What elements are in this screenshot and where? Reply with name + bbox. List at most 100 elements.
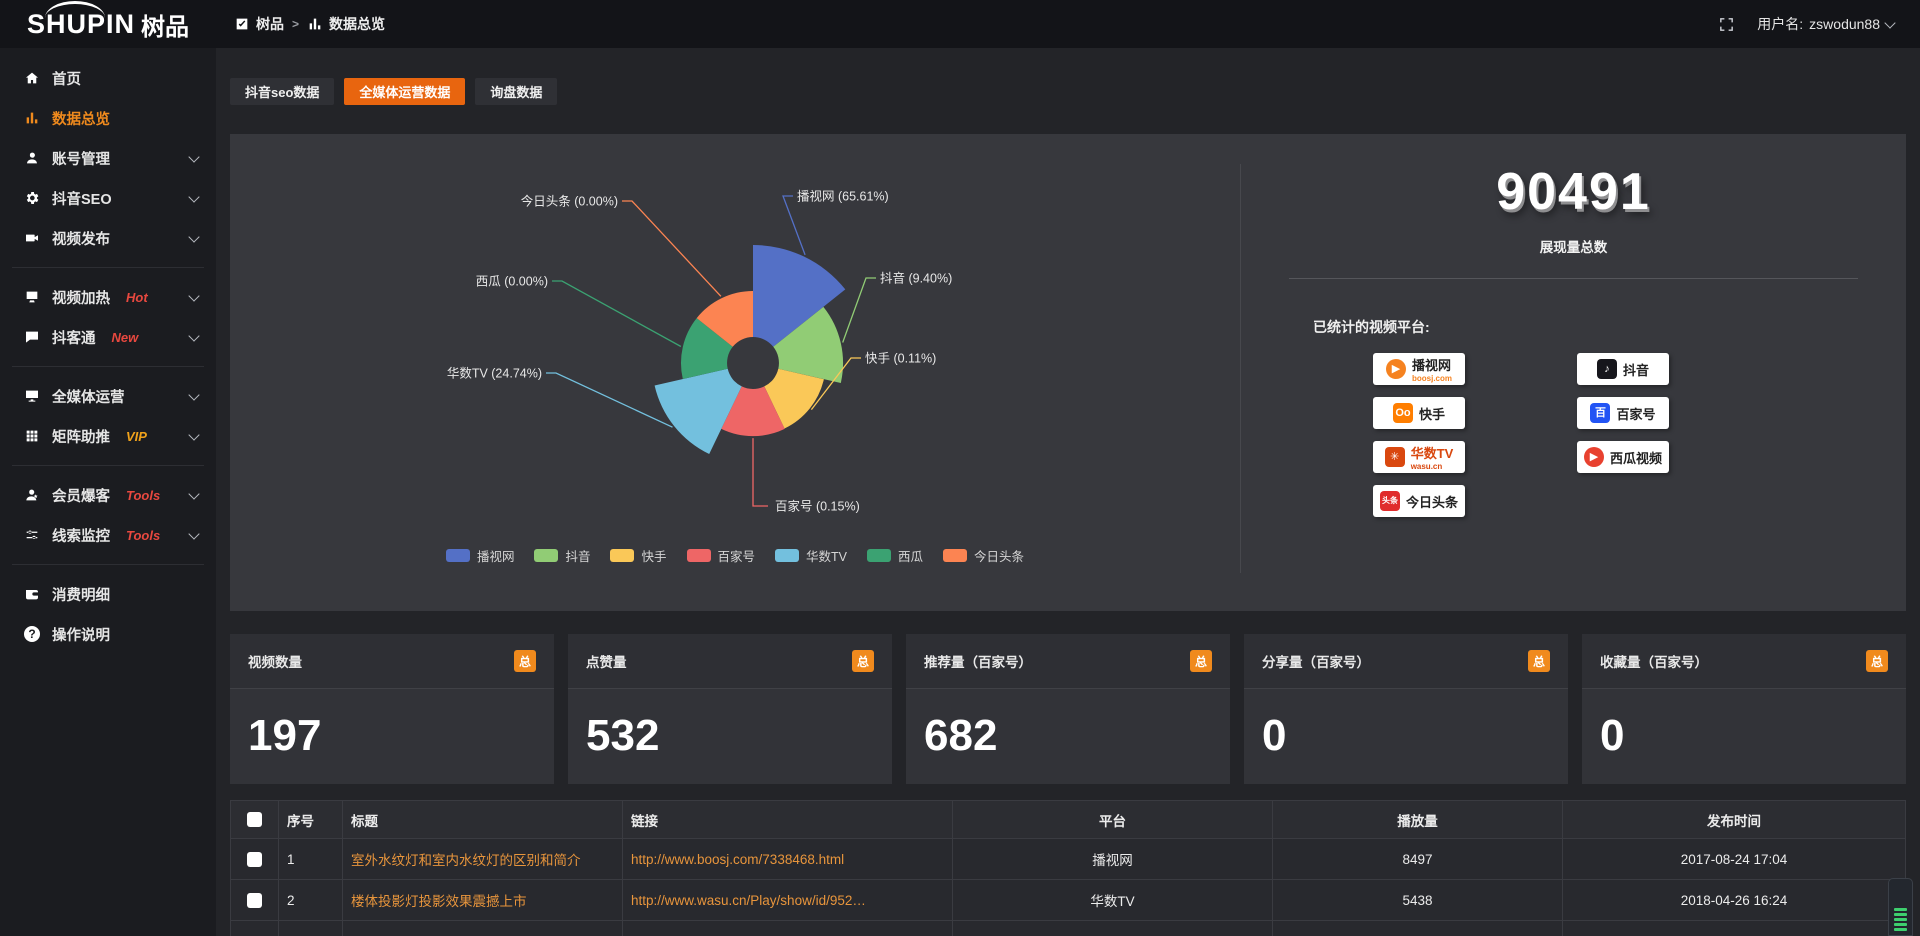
sidebar-item-线索监控[interactable]: 线索监控 Tools [0, 515, 216, 555]
table-row: 2 楼体投影灯投影效果震撼上市 http://www.wasu.cn/Play/sh… [230, 879, 1906, 921]
sidebar-item-抖音SEO[interactable]: 抖音SEO [0, 178, 216, 218]
播视网-logo-icon: ▶ [1385, 359, 1406, 379]
legend-item-西瓜[interactable]: 西瓜 [867, 546, 923, 565]
summary-section: 90491 展现量总数 已统计的视频平台: ▶ 播视网 boosj.com Oo 快手 ✳… [1241, 134, 1906, 611]
total-badge[interactable]: 总 [514, 650, 536, 672]
total-impressions-value: 90491 [1496, 163, 1651, 221]
video-table: 序号 标题 链接 平台 播放量 发布时间 1 室外水纹灯和室内水纹灯的区别和简介 http:/… [230, 800, 1906, 936]
checkbox-cell [230, 879, 279, 921]
platform-badge-今日头条: 头条 今日头条 [1373, 485, 1465, 517]
cell-link[interactable]: http://www.boosj.com/7338468.html [622, 838, 953, 880]
platform-sub: wasu.cn [1410, 462, 1443, 471]
pie-slice-播视网[interactable] [753, 244, 846, 347]
legend-item-快手[interactable]: 快手 [610, 546, 667, 565]
sidebar-item-视频发布[interactable]: 视频发布 [0, 218, 216, 258]
sidebar-item-矩阵助推[interactable]: 矩阵助推 VIP [0, 416, 216, 456]
widget-bar [1894, 913, 1907, 916]
sidebar-item-label: 抖音SEO [52, 191, 112, 208]
platform-column: ♪ 抖音百百家号 ▶ 西瓜视频 [1577, 353, 1669, 517]
legend-label: 今日头条 [974, 550, 1025, 564]
cell-title[interactable]: 室外水纹灯和室内水纹灯的区别和简介 [342, 838, 623, 880]
legend-item-今日头条[interactable]: 今日头条 [943, 546, 1024, 565]
pie-slice-百家号[interactable] [721, 386, 785, 437]
sidebar-item-全媒体运营[interactable]: 全媒体运营 [0, 376, 216, 416]
sidebar-item-label: 线索监控 [52, 528, 110, 545]
stat-card-header: 视频数量 总 [230, 634, 554, 689]
empty-cell [342, 920, 623, 936]
sidebar-item-视频加热[interactable]: 视频加热 Hot [0, 277, 216, 317]
row-checkbox[interactable] [247, 851, 262, 867]
stat-card-分享量（百家号）: 分享量（百家号） 总 0 [1244, 634, 1568, 784]
bar-chart-icon [309, 18, 321, 30]
sidebar-item-label: 操作说明 [52, 627, 110, 644]
cell-platform: 华数TV [952, 879, 1273, 921]
select-all-checkbox[interactable] [247, 812, 262, 827]
breadcrumb-item-current[interactable]: 数据总览 [307, 14, 385, 34]
sidebar-item-label: 视频加热 [52, 290, 110, 307]
cell-time: 2018-04-26 16:24 [1562, 879, 1906, 921]
pie-label-百家号: 百家号 (0.15%) [775, 499, 860, 514]
sidebar-divider [12, 465, 204, 466]
chevron-down-icon [188, 150, 200, 163]
user-menu[interactable]: 用户名: zswodun88 [1757, 14, 1896, 34]
table-row-partial [230, 920, 1906, 936]
chevron-down-icon [188, 230, 200, 243]
sidebar-item-label: 首页 [52, 71, 81, 88]
sidebar-item-会员爆客[interactable]: 会员爆客 Tools [0, 475, 216, 515]
tab-询盘数据[interactable]: 询盘数据 [475, 78, 558, 105]
total-badge[interactable]: 总 [1528, 650, 1550, 672]
legend-label: 快手 [641, 550, 667, 564]
brand-logo-en: SHUPIN [27, 0, 135, 40]
column-header-链接: 链接 [622, 800, 953, 839]
pie-slice-快手[interactable] [764, 368, 824, 429]
tab-全媒体运营数据[interactable]: 全媒体运营数据 [344, 78, 466, 105]
column-header-播放量: 播放量 [1272, 800, 1563, 839]
legend-item-播视网[interactable]: 播视网 [445, 546, 514, 565]
pie-slice-华数TV[interactable] [654, 368, 742, 454]
sidebar-item-账号管理[interactable]: 账号管理 [0, 138, 216, 178]
total-badge[interactable]: 总 [1190, 650, 1212, 672]
platform-badge-快手: Oo 快手 [1373, 397, 1465, 429]
sidebar-item-抖客通[interactable]: 抖客通 New [0, 317, 216, 357]
stat-card-title: 推荐量（百家号） [924, 655, 1032, 670]
logo-arc-decoration [44, 0, 105, 18]
legend-label: 抖音 [565, 550, 591, 564]
sidebar-badge-New: New [111, 329, 139, 345]
pie-slice-西瓜[interactable] [680, 318, 733, 379]
chevron-down-icon [188, 527, 200, 540]
matrix-icon [26, 430, 38, 442]
row-checkbox[interactable] [247, 892, 262, 908]
chevron-down-icon [188, 289, 200, 302]
cell-title[interactable]: 楼体投影灯投影效果震撼上市 [342, 879, 623, 921]
legend-item-百家号[interactable]: 百家号 [686, 546, 755, 565]
legend-label: 华数TV [806, 550, 847, 564]
username: zswodun88 [1809, 16, 1880, 32]
sidebar-item-数据总览[interactable]: 数据总览 [0, 98, 216, 138]
pie-slice-今日头条[interactable] [696, 291, 753, 347]
heat-icon [26, 291, 38, 303]
pie-label-华数TV: 华数TV (24.74%) [447, 366, 542, 381]
platform-badge-西瓜视频: ▶ 西瓜视频 [1577, 441, 1669, 473]
sidebar-item-操作说明[interactable]: ? 操作说明 [0, 614, 216, 654]
cell-link[interactable]: http://www.wasu.cn/Play/show/id/952… [622, 879, 953, 921]
legend-swatch [867, 549, 891, 562]
tab-抖音seo数据[interactable]: 抖音seo数据 [230, 78, 335, 105]
floating-widget[interactable] [1888, 878, 1913, 936]
pie-label-快手: 快手 (0.11%) [865, 352, 936, 366]
total-badge[interactable]: 总 [852, 650, 874, 672]
platform-badge-百家号: 百百家号 [1577, 397, 1669, 429]
legend-item-抖音[interactable]: 抖音 [534, 546, 590, 565]
total-badge[interactable]: 总 [1866, 650, 1888, 672]
sidebar-item-首页[interactable]: 首页 [0, 58, 216, 98]
square-icon [236, 18, 248, 30]
fullscreen-icon[interactable] [1718, 16, 1735, 33]
pie-slice-抖音[interactable] [773, 306, 844, 383]
stat-card-title: 分享量（百家号） [1262, 655, 1370, 670]
pie-label-播视网: 播视网 (65.61%) [797, 189, 889, 204]
platform-name: 抖音 [1622, 362, 1649, 378]
sidebar-item-消费明细[interactable]: 消费明细 [0, 574, 216, 614]
legend-item-华数TV[interactable]: 华数TV [775, 546, 847, 565]
breadcrumb-item-home[interactable]: 树品 [234, 14, 284, 34]
sidebar-item-label: 矩阵助推 [52, 429, 110, 446]
total-impressions-label: 展现量总数 [1539, 240, 1608, 255]
